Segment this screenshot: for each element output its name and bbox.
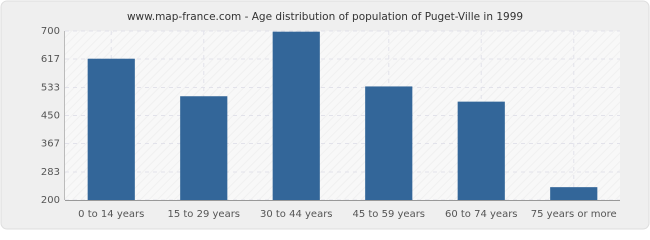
bar (180, 96, 228, 200)
x-tick-label: 75 years or more (531, 209, 617, 220)
plot-area (65, 31, 620, 200)
bar (365, 86, 413, 200)
chart-title: www.map-france.com - Age distribution of… (127, 11, 523, 23)
y-tick-label: 367 (41, 139, 60, 150)
bar (272, 31, 320, 201)
x-tick-label: 15 to 29 years (167, 209, 240, 220)
bar (87, 58, 135, 200)
chart: www.map-france.com - Age distribution of… (0, 0, 650, 230)
y-tick-label: 283 (41, 167, 60, 178)
y-tick-label: 617 (41, 54, 60, 65)
x-tick-label: 0 to 14 years (78, 209, 144, 220)
y-tick-label: 700 (41, 26, 60, 37)
x-tick-label: 60 to 74 years (445, 209, 518, 220)
y-tick-label: 450 (41, 111, 60, 122)
y-tick-label: 200 (41, 195, 60, 206)
bar (550, 187, 598, 200)
y-tick-label: 533 (41, 82, 60, 93)
bar (457, 101, 505, 200)
x-tick-label: 45 to 59 years (352, 209, 425, 220)
x-tick-label: 30 to 44 years (260, 209, 333, 220)
